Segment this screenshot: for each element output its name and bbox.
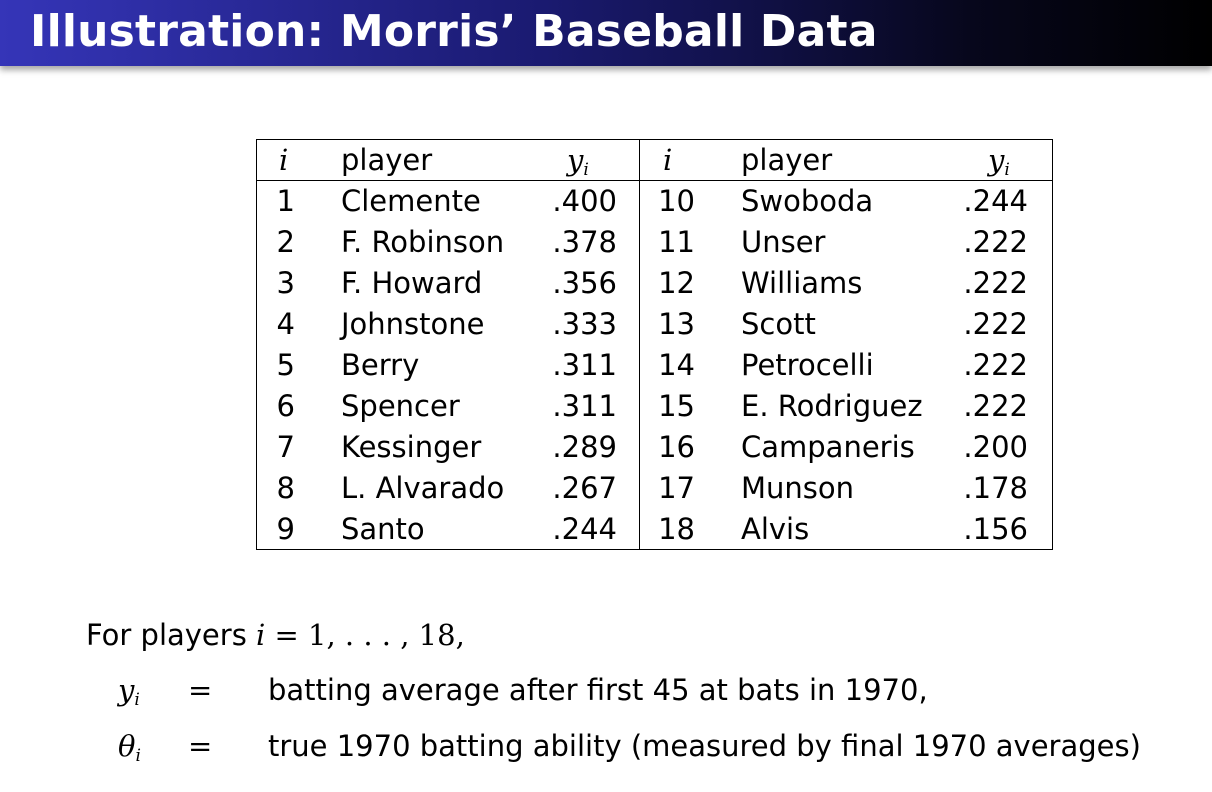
- cell-index-right: 11: [658, 225, 695, 259]
- cell-player-left: F. Robinson: [341, 225, 505, 259]
- cell-player-left: Johnstone: [341, 307, 485, 341]
- cell-index-right: 16: [658, 430, 695, 464]
- cell-value-right: .244: [963, 184, 1028, 218]
- column-divider: [639, 140, 640, 549]
- cell-value-right: .178: [963, 471, 1028, 505]
- cell-value-left: .267: [552, 471, 617, 505]
- cell-value-right: .156: [963, 512, 1028, 546]
- cell-player-right: Scott: [741, 307, 816, 341]
- cell-value-right: .222: [963, 266, 1028, 300]
- cell-player-right: Munson: [741, 471, 855, 505]
- cell-player-right: Unser: [741, 225, 826, 259]
- definition-theta-text: true 1970 batting ability (measured by f…: [268, 729, 1141, 763]
- cell-index-left: 3: [276, 266, 295, 300]
- header-index-right: i: [663, 143, 673, 177]
- cell-index-left: 7: [276, 430, 295, 464]
- cell-index-right: 17: [658, 471, 695, 505]
- cell-value-left: .311: [552, 389, 617, 423]
- baseball-data-table: i player yi i player yi 1 Clemente .400 2 F.…: [256, 139, 1053, 550]
- cell-player-left: L. Alvarado: [341, 471, 505, 505]
- definition-theta-equals: =: [188, 729, 213, 763]
- cell-value-right: .222: [963, 389, 1028, 423]
- cell-player-right: E. Rodriguez: [741, 389, 923, 423]
- cell-player-left: Kessinger: [341, 430, 482, 464]
- cell-index-left: 9: [276, 512, 295, 546]
- header-rule: [257, 180, 1052, 181]
- cell-player-right: Alvis: [741, 512, 810, 546]
- cell-index-left: 4: [276, 307, 295, 341]
- definition-theta-symbol: θi: [118, 729, 141, 766]
- intro-range: = 1, . . . , 18,: [265, 618, 465, 652]
- cell-player-left: Spencer: [341, 389, 460, 423]
- cell-value-left: .356: [552, 266, 617, 300]
- cell-index-right: 13: [658, 307, 695, 341]
- header-value-right: yi: [988, 143, 1010, 180]
- cell-index-right: 10: [658, 184, 695, 218]
- header-value-left: yi: [567, 143, 589, 180]
- cell-value-left: .400: [552, 184, 617, 218]
- cell-player-left: Berry: [341, 348, 420, 382]
- cell-player-left: Santo: [341, 512, 425, 546]
- cell-value-left: .244: [552, 512, 617, 546]
- cell-value-left: .289: [552, 430, 617, 464]
- cell-value-right: .222: [963, 225, 1028, 259]
- intro-variable: i: [256, 618, 266, 652]
- cell-index-right: 14: [658, 348, 695, 382]
- cell-index-left: 1: [276, 184, 295, 218]
- cell-index-right: 15: [658, 389, 695, 423]
- header-player-right: player: [741, 143, 833, 177]
- cell-player-right: Swoboda: [741, 184, 874, 218]
- definition-y-text: batting average after first 45 at bats i…: [268, 673, 928, 707]
- definition-y-equals: =: [188, 673, 213, 707]
- cell-value-left: .333: [552, 307, 617, 341]
- cell-player-right: Petrocelli: [741, 348, 874, 382]
- slide-title: Illustration: Morris’ Baseball Data: [30, 6, 878, 57]
- cell-player-right: Williams: [741, 266, 863, 300]
- players-intro: For players i = 1, . . . , 18,: [86, 615, 465, 655]
- cell-index-left: 5: [276, 348, 295, 382]
- definition-y-symbol: yi: [118, 673, 140, 710]
- cell-index-right: 18: [658, 512, 695, 546]
- header-index-left: i: [279, 143, 289, 177]
- intro-prefix: For players: [86, 618, 257, 652]
- cell-value-left: .311: [552, 348, 617, 382]
- cell-index-right: 12: [658, 266, 695, 300]
- cell-value-right: .200: [963, 430, 1028, 464]
- header-player-left: player: [341, 143, 433, 177]
- cell-index-left: 8: [276, 471, 295, 505]
- cell-value-left: .378: [552, 225, 617, 259]
- cell-index-left: 6: [276, 389, 295, 423]
- title-bar: Illustration: Morris’ Baseball Data: [0, 0, 1212, 66]
- cell-value-right: .222: [963, 348, 1028, 382]
- cell-player-left: F. Howard: [341, 266, 483, 300]
- cell-player-right: Campaneris: [741, 430, 915, 464]
- cell-index-left: 2: [276, 225, 295, 259]
- cell-player-left: Clemente: [341, 184, 481, 218]
- cell-value-right: .222: [963, 307, 1028, 341]
